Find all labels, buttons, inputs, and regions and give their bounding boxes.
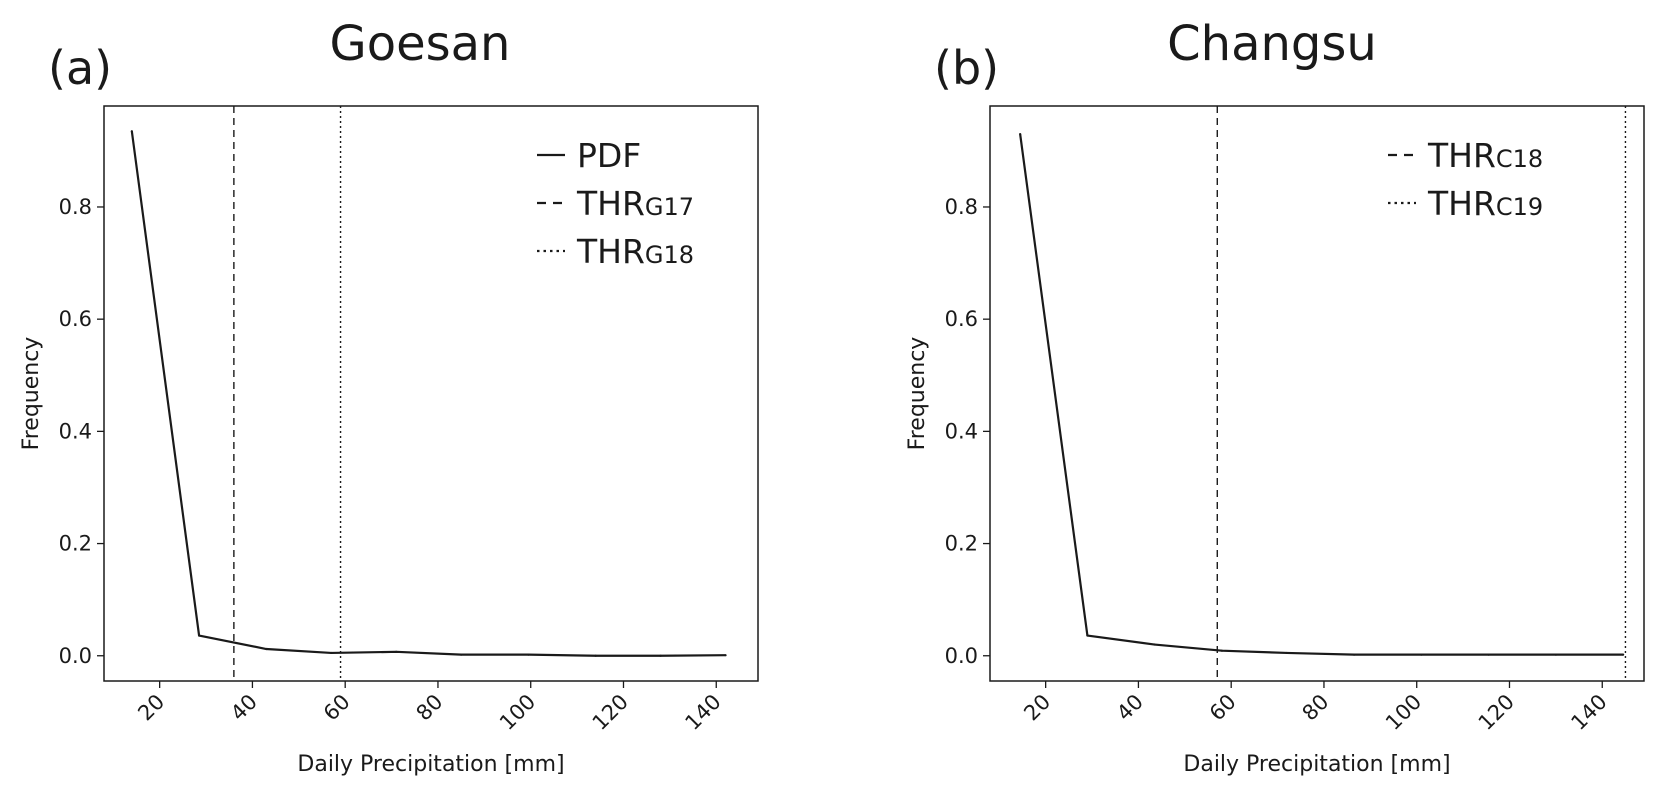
y-tick-label: 0.0 <box>59 644 92 668</box>
y-axis-label: Frequency <box>19 337 44 451</box>
data-point <box>724 654 727 657</box>
data-point <box>130 130 133 133</box>
chart-title: Changsu <box>1167 16 1377 72</box>
data-point <box>265 647 268 651</box>
x-tick-label: 40 <box>1112 690 1148 726</box>
data-point <box>1554 653 1557 656</box>
chart-title: Goesan <box>330 16 511 72</box>
y-tick-label: 0.2 <box>59 532 92 556</box>
x-axis-label: Daily Precipitation [mm] <box>1183 752 1450 777</box>
data-point <box>330 651 333 655</box>
x-tick-label: 100 <box>495 690 540 735</box>
y-tick-label: 0.0 <box>945 644 978 668</box>
plot-frame <box>103 105 759 682</box>
chart-panel-a: (a) Goesan 0.0 0.2 0.4 0.6 0.8 20 40 60 80 100 120 14… <box>19 16 759 777</box>
y-tick-label: 0.4 <box>59 419 92 443</box>
panel-label: (b) <box>934 41 999 95</box>
x-tick-label: 100 <box>1381 690 1426 735</box>
plot-frame <box>989 105 1645 682</box>
pdf-series-line <box>1019 133 1624 656</box>
data-point <box>395 650 398 653</box>
panel-label: (a) <box>48 41 112 95</box>
x-tick-label: 80 <box>412 690 448 726</box>
legend: THRC18 THRC19 <box>1388 136 1543 223</box>
legend-subscript: C18 <box>1496 145 1543 173</box>
legend-subscript: G18 <box>645 241 694 269</box>
data-point <box>1153 643 1156 646</box>
y-tick-label: 0.6 <box>59 307 92 331</box>
legend-label: THRG17 <box>576 184 694 223</box>
x-tick-label: 20 <box>133 690 169 726</box>
data-point <box>197 634 201 637</box>
data-point <box>659 654 662 657</box>
legend: PDF THRG17 THRG18 <box>537 136 694 271</box>
data-point <box>594 654 597 657</box>
y-tick-label: 0.8 <box>945 195 978 219</box>
x-tick-label: 120 <box>588 690 633 735</box>
data-point <box>460 653 463 656</box>
y-tick-label: 0.2 <box>945 532 978 556</box>
y-axis-label: Frequency <box>905 337 930 451</box>
legend-label: THRC19 <box>1427 184 1543 223</box>
data-point <box>1622 653 1625 656</box>
data-point <box>1220 649 1224 652</box>
x-tick-label: 60 <box>1205 690 1241 726</box>
legend-label: PDF <box>577 136 641 175</box>
y-tick-label: 0.8 <box>59 195 92 219</box>
data-point <box>1086 634 1089 637</box>
y-tick-label: 0.6 <box>945 307 978 331</box>
legend-subscript: G17 <box>645 193 694 221</box>
legend-subscript: C19 <box>1496 193 1543 221</box>
data-point <box>1285 651 1288 655</box>
chart-panel-b: (b) Changsu 0.0 0.2 0.4 0.6 0.8 20 40 60 80 100 120 1… <box>905 16 1645 777</box>
pdf-series-line <box>130 131 726 657</box>
data-point <box>1420 653 1423 656</box>
x-tick-label: 140 <box>1566 690 1611 735</box>
x-tick-label: 140 <box>680 690 725 735</box>
legend-label: THRG18 <box>576 232 694 271</box>
x-tick-label: 40 <box>226 690 262 726</box>
x-tick-label: 120 <box>1474 690 1519 735</box>
x-tick-label: 20 <box>1019 690 1055 726</box>
data-point <box>1487 653 1490 656</box>
x-tick-label: 80 <box>1298 690 1334 726</box>
data-point <box>1019 132 1022 136</box>
y-tick-label: 0.4 <box>945 419 978 443</box>
data-point <box>1353 653 1356 656</box>
data-point <box>527 653 530 656</box>
x-axis-label: Daily Precipitation [mm] <box>297 752 564 777</box>
x-tick-label: 60 <box>319 690 355 726</box>
legend-label: THRC18 <box>1427 136 1543 175</box>
